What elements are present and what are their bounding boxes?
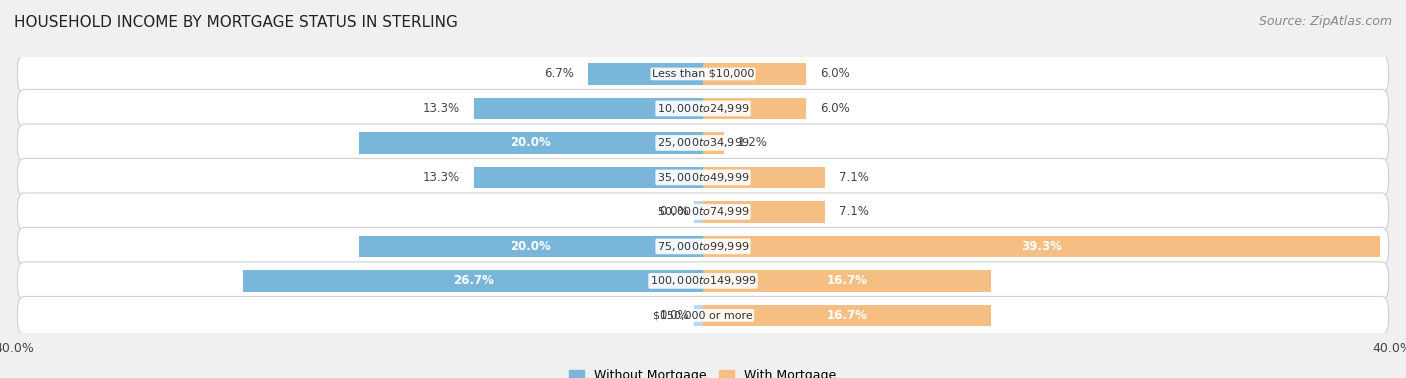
Text: 6.7%: 6.7%: [544, 67, 574, 81]
Bar: [703, 305, 991, 326]
FancyBboxPatch shape: [17, 90, 1389, 127]
Text: Less than $10,000: Less than $10,000: [652, 69, 754, 79]
Bar: [703, 201, 825, 223]
Text: 16.7%: 16.7%: [827, 274, 868, 287]
Text: 20.0%: 20.0%: [510, 240, 551, 253]
Text: 39.3%: 39.3%: [1021, 240, 1062, 253]
Text: 7.1%: 7.1%: [839, 171, 869, 184]
Text: 20.0%: 20.0%: [510, 136, 551, 149]
Bar: [703, 98, 807, 119]
Text: $25,000 to $34,999: $25,000 to $34,999: [657, 136, 749, 149]
Text: 7.1%: 7.1%: [839, 205, 869, 218]
FancyBboxPatch shape: [17, 124, 1389, 162]
Bar: [474, 98, 703, 119]
Text: $10,000 to $24,999: $10,000 to $24,999: [657, 102, 749, 115]
Text: Source: ZipAtlas.com: Source: ZipAtlas.com: [1258, 15, 1392, 28]
Text: 1.2%: 1.2%: [738, 136, 768, 149]
Bar: [703, 236, 1379, 257]
Bar: [588, 63, 703, 85]
Text: 0.0%: 0.0%: [659, 205, 689, 218]
FancyBboxPatch shape: [17, 296, 1389, 335]
Text: $35,000 to $49,999: $35,000 to $49,999: [657, 171, 749, 184]
Text: 26.7%: 26.7%: [453, 274, 494, 287]
Text: $50,000 to $74,999: $50,000 to $74,999: [657, 205, 749, 218]
FancyBboxPatch shape: [17, 262, 1389, 300]
Bar: [359, 236, 703, 257]
Text: 13.3%: 13.3%: [423, 102, 460, 115]
Bar: [703, 167, 825, 188]
FancyBboxPatch shape: [17, 55, 1389, 93]
FancyBboxPatch shape: [17, 158, 1389, 197]
Text: 6.0%: 6.0%: [820, 67, 849, 81]
FancyBboxPatch shape: [17, 228, 1389, 265]
Legend: Without Mortgage, With Mortgage: Without Mortgage, With Mortgage: [564, 364, 842, 378]
Bar: [703, 270, 991, 291]
Bar: [359, 132, 703, 153]
FancyBboxPatch shape: [17, 193, 1389, 231]
Bar: [695, 305, 703, 326]
Text: $75,000 to $99,999: $75,000 to $99,999: [657, 240, 749, 253]
Bar: [703, 132, 724, 153]
Text: 6.0%: 6.0%: [820, 102, 849, 115]
Text: $150,000 or more: $150,000 or more: [654, 310, 752, 321]
Bar: [474, 167, 703, 188]
Text: 13.3%: 13.3%: [423, 171, 460, 184]
Text: 16.7%: 16.7%: [827, 309, 868, 322]
Text: $100,000 to $149,999: $100,000 to $149,999: [650, 274, 756, 287]
Bar: [243, 270, 703, 291]
Text: 0.0%: 0.0%: [659, 309, 689, 322]
Text: HOUSEHOLD INCOME BY MORTGAGE STATUS IN STERLING: HOUSEHOLD INCOME BY MORTGAGE STATUS IN S…: [14, 15, 458, 30]
Bar: [703, 63, 807, 85]
Bar: [695, 201, 703, 223]
